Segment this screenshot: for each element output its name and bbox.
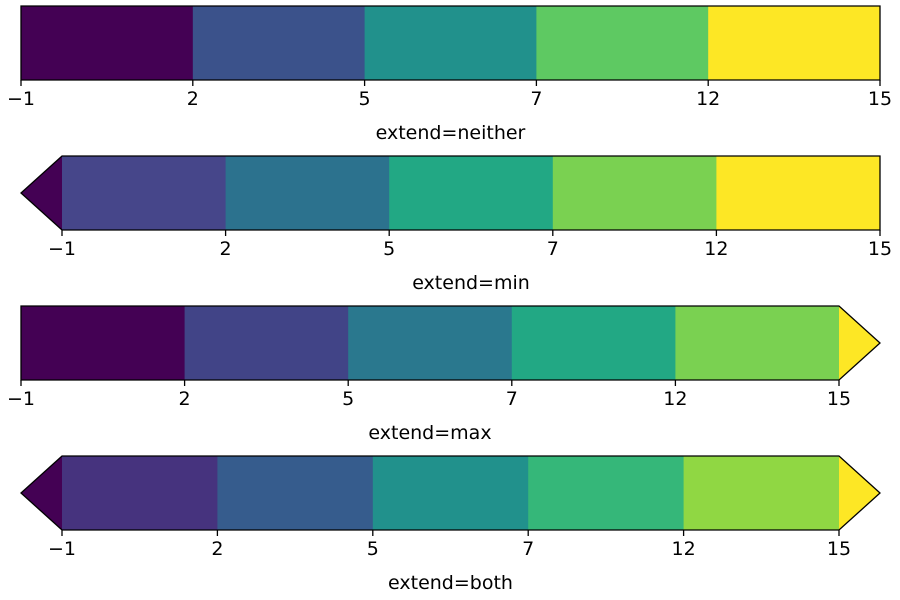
min-extension-triangle (21, 456, 62, 530)
x-tick-label: 7 (530, 88, 542, 110)
colorbar-segment (552, 156, 717, 230)
x-tick-label: 12 (663, 388, 687, 410)
x-tick-label: −1 (48, 538, 76, 560)
x-tick-label: 2 (220, 238, 232, 260)
colorbar-segment (372, 456, 529, 530)
x-tick-label: 15 (827, 538, 851, 560)
colorbar-both: −1 2 5 7 12 15 extend=both (20, 455, 881, 594)
x-tick-label: 7 (506, 388, 518, 410)
x-tick-label: 7 (522, 538, 534, 560)
colorbar-segment (683, 456, 840, 530)
x-tick-label: 5 (367, 538, 379, 560)
x-tick-label: 12 (704, 238, 728, 260)
colorbar-max: −1 2 5 7 12 15 extend=max (7, 305, 881, 444)
colorbar-segment (348, 306, 513, 380)
colorbar-min: −1 2 5 7 12 15 extend=min (20, 155, 892, 294)
x-axis-label: extend=both (388, 572, 513, 594)
colorbar-segment (708, 6, 881, 80)
colorbar-segment (536, 6, 709, 80)
colorbar-segment (389, 156, 554, 230)
x-tick-label: 2 (179, 388, 191, 410)
colorbar-segment (192, 6, 366, 80)
x-tick-label: 15 (868, 238, 892, 260)
x-tick-label: 12 (696, 88, 720, 110)
x-tick-label: 5 (359, 88, 371, 110)
colorbar-segment (364, 6, 537, 80)
colorbar-neither: −1 2 5 7 12 15 extend=neither (7, 5, 892, 144)
x-axis-label: extend=min (412, 272, 530, 294)
x-tick-label: 15 (827, 388, 851, 410)
x-tick-label: 5 (342, 388, 354, 410)
colorbar-segment (184, 306, 349, 380)
min-extension-triangle (21, 156, 62, 230)
x-tick-label: −1 (7, 88, 35, 110)
colorbar-segment (21, 306, 186, 380)
x-tick-label: 15 (868, 88, 892, 110)
x-tick-label: −1 (7, 388, 35, 410)
colorbar-segment (675, 306, 840, 380)
x-tick-label: 7 (547, 238, 559, 260)
colorbar-outline (20, 155, 881, 231)
colorbar-outline (20, 305, 881, 381)
max-extension-triangle (839, 456, 880, 530)
colorbar-segment (528, 456, 685, 530)
colorbar-segment (62, 456, 218, 530)
colorbar-segment (511, 306, 676, 380)
x-axis-label: extend=max (368, 422, 491, 444)
x-tick-label: 12 (672, 538, 696, 560)
colorbar-segment (62, 156, 227, 230)
colorbar-segment (21, 6, 194, 80)
colorbar-segment (225, 156, 390, 230)
x-tick-label: 2 (187, 88, 199, 110)
x-tick-label: 5 (383, 238, 395, 260)
x-tick-label: −1 (48, 238, 76, 260)
colorbar-segment (716, 156, 881, 230)
x-tick-label: 2 (211, 538, 223, 560)
max-extension-triangle (839, 306, 880, 380)
colorbar-segment (217, 456, 374, 530)
x-axis-label: extend=neither (376, 122, 526, 144)
